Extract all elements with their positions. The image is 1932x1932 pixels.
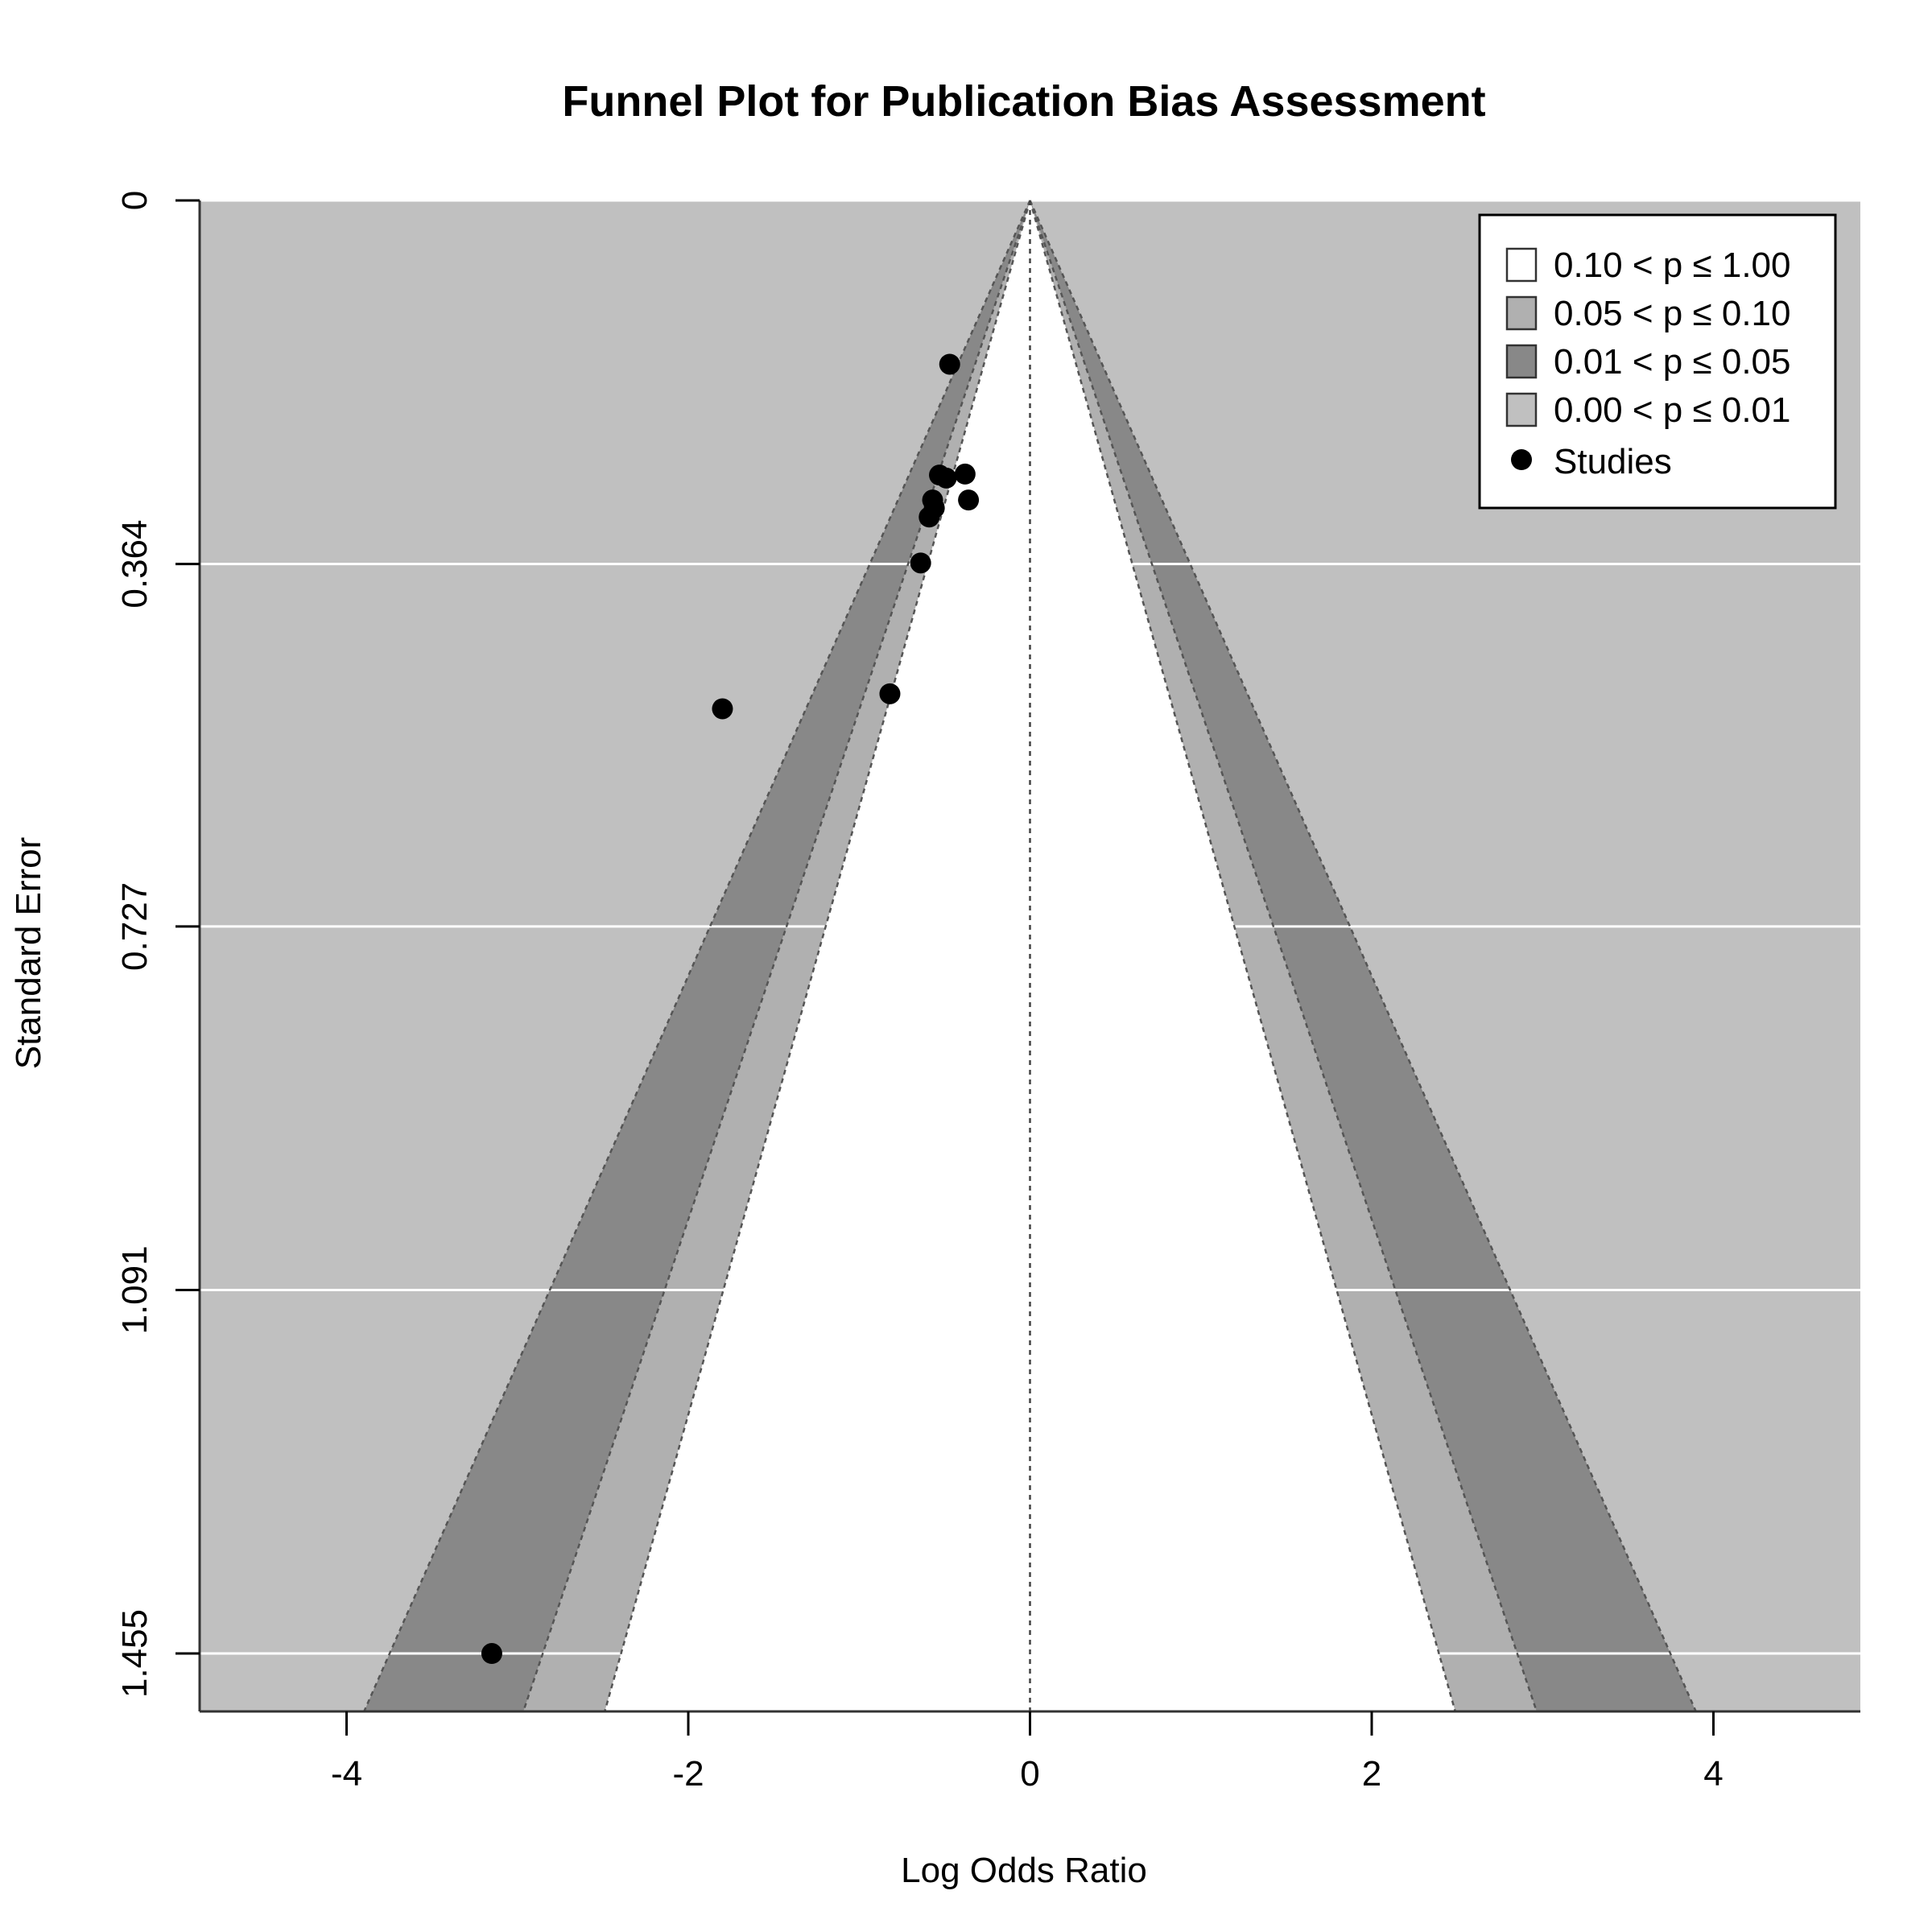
x-tick-label-0: -4 xyxy=(331,1754,362,1794)
study-point-3 xyxy=(935,467,957,489)
legend-swatch-2 xyxy=(1505,295,1538,331)
legend-box xyxy=(1478,213,1837,510)
study-point-10 xyxy=(879,683,901,704)
legend-label-1: 0.10 < p ≤ 1.00 xyxy=(1554,246,1791,285)
x-tick-label-2: 0 xyxy=(1020,1754,1039,1794)
y-axis-label: Standard Error xyxy=(9,837,48,1070)
y-tick-label-4: 1.455 xyxy=(115,1609,155,1698)
funnel-line-left-3 xyxy=(604,200,1031,1712)
y-axis-ticks: 0 0.364 0.727 1.091 1.455 xyxy=(115,191,200,1698)
study-point-12 xyxy=(481,1643,502,1665)
legend: 0.10 < p ≤ 1.00 0.05 < p ≤ 0.10 0.01 < p ≤… xyxy=(1478,213,1837,510)
x-tick-label-3: 2 xyxy=(1362,1754,1381,1794)
legend-marker-studies xyxy=(1511,449,1532,470)
legend-swatch-4 xyxy=(1505,392,1538,427)
legend-swatch-1 xyxy=(1505,247,1538,283)
funnel-lines xyxy=(363,200,1697,1712)
y-tick-label-3: 1.091 xyxy=(115,1245,155,1334)
study-point-9 xyxy=(910,552,931,574)
legend-swatch-3 xyxy=(1505,344,1538,379)
y-tick-label-2: 0.727 xyxy=(115,882,155,971)
study-point-7 xyxy=(958,489,980,511)
x-tick-label-4: 4 xyxy=(1703,1754,1723,1794)
x-axis-ticks: -4 -2 0 2 4 xyxy=(331,1711,1724,1794)
funnel-line-right-1 xyxy=(1029,200,1697,1712)
funnel-line-right-3 xyxy=(1029,200,1456,1712)
x-tick-label-1: -2 xyxy=(672,1754,704,1794)
study-point-1 xyxy=(939,353,960,375)
y-tick-label-1: 0.364 xyxy=(115,520,155,609)
chart-title: Funnel Plot for Publication Bias Assessm… xyxy=(562,77,1485,126)
x-axis-label: Log Odds Ratio xyxy=(901,1851,1147,1890)
y-tick-label-0: 0 xyxy=(115,191,155,210)
study-point-4 xyxy=(954,463,976,485)
funnel-line-left-1 xyxy=(363,200,1031,1712)
legend-label-4: 0.00 < p ≤ 0.01 xyxy=(1554,390,1791,430)
study-point-11 xyxy=(712,698,733,720)
study-points xyxy=(481,353,980,1665)
study-point-8 xyxy=(919,506,940,528)
legend-label-3: 0.01 < p ≤ 0.05 xyxy=(1554,342,1791,382)
legend-label-2: 0.05 < p ≤ 0.10 xyxy=(1554,294,1791,333)
legend-label-studies: Studies xyxy=(1554,442,1672,481)
